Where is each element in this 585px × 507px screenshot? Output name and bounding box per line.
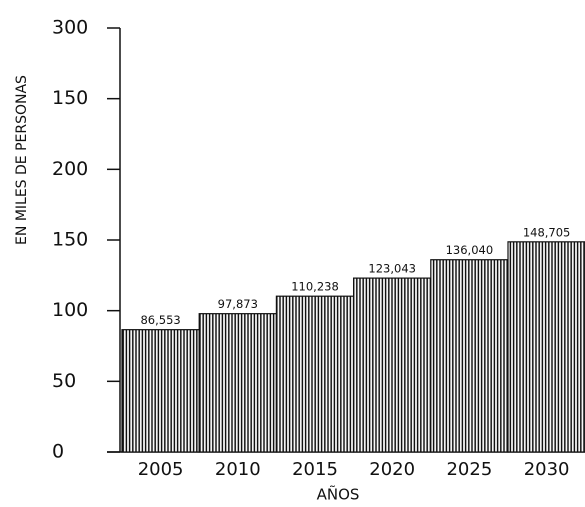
value-label: 136,040 xyxy=(446,243,494,257)
value-label: 148,705 xyxy=(523,225,571,239)
y-tick-label: 50 xyxy=(52,370,76,392)
x-tick-label: 2005 xyxy=(138,459,184,480)
bar xyxy=(430,259,509,453)
y-tick-label: 100 xyxy=(52,299,88,321)
bar xyxy=(121,329,200,453)
x-tick-label: 2015 xyxy=(292,459,338,480)
y-tick-label: 300 xyxy=(52,17,88,39)
value-label: 123,043 xyxy=(368,262,416,276)
y-tick-label: 150 xyxy=(52,87,88,109)
bar xyxy=(507,241,585,453)
bar xyxy=(198,313,277,453)
value-label: 86,553 xyxy=(140,313,180,327)
x-tick-label: 2025 xyxy=(446,459,492,480)
y-tick-label: 0 xyxy=(52,441,64,463)
bar xyxy=(353,277,432,453)
bar xyxy=(275,295,355,453)
x-tick-label: 2030 xyxy=(524,459,570,480)
x-tick-label: 2010 xyxy=(215,459,261,480)
x-tick-label: 2020 xyxy=(369,459,415,480)
y-axis-label: EN MILES DE PERSONAS xyxy=(14,75,30,245)
value-label: 110,238 xyxy=(291,280,339,294)
value-label: 97,873 xyxy=(218,297,258,311)
y-tick-label: 200 xyxy=(52,158,88,180)
x-axis-label: AÑOS xyxy=(317,485,360,504)
y-tick-label: 150 xyxy=(52,229,88,251)
